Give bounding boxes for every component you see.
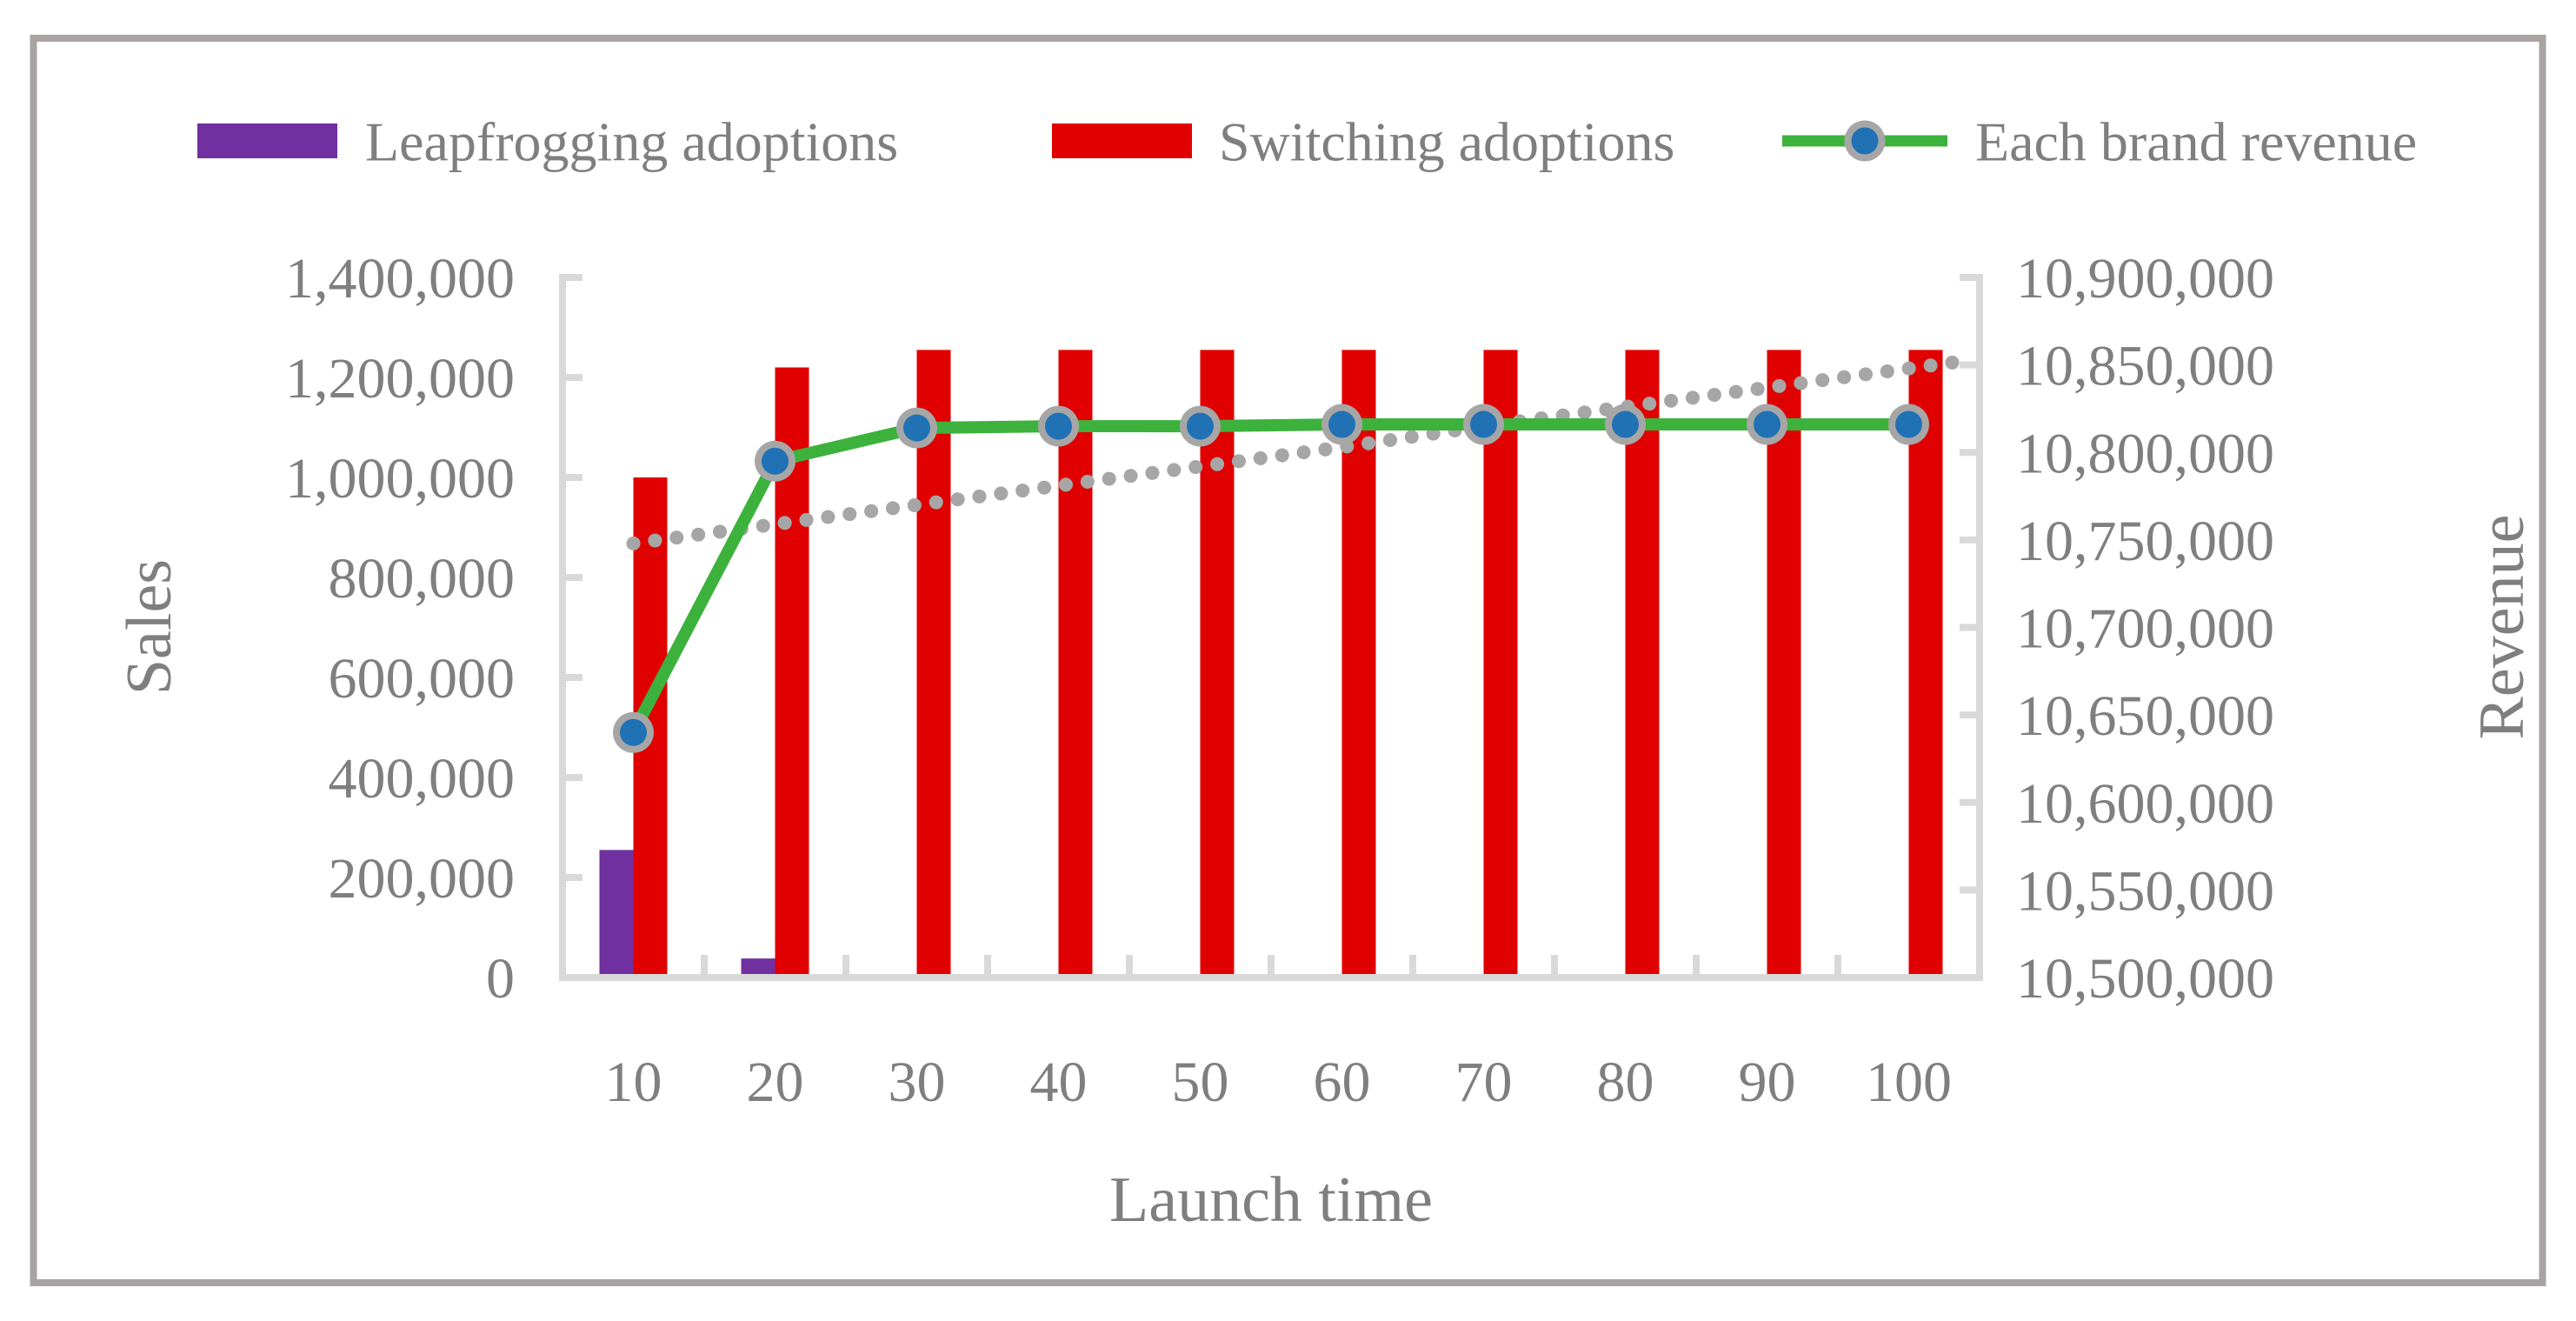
right-axis-tick-label: 10,900,000	[2016, 247, 2274, 310]
revenue-trendline	[626, 354, 1966, 550]
left-axis-tick-label: 800,000	[329, 547, 516, 610]
bar-switching-30	[916, 350, 951, 974]
bar-leapfrogging-20	[741, 958, 775, 974]
legend-swatch-revenue-line	[1782, 120, 1947, 162]
revenue-marker-dot-icon	[1754, 410, 1781, 438]
x-axis-tick-label: 30	[889, 1051, 946, 1114]
bar-switching-60	[1341, 350, 1376, 974]
left-axis-title: Sales	[114, 559, 185, 695]
plot-area: 0 200,000 400,000 600,000 800,000 1,000,000 1,…	[285, 247, 2274, 1114]
legend-swatch-switching	[1052, 123, 1192, 158]
revenue-marker-dot-icon	[762, 447, 789, 475]
left-axis-tick-label: 200,000	[329, 847, 516, 911]
legend-label-revenue: Each brand revenue	[1975, 110, 2417, 172]
x-axis-tick-label: 20	[747, 1051, 804, 1114]
right-axis-tick-label: 10,650,000	[2016, 684, 2274, 748]
bar-switching-90	[1767, 350, 1801, 974]
revenue-marker-dot-icon	[903, 414, 930, 442]
revenue-marker-dot-icon	[620, 718, 647, 746]
right-axis-title: Revenue	[2466, 515, 2538, 740]
left-axis-tick-label: 1,000,000	[285, 447, 515, 510]
x-axis-title: Launch time	[1109, 1164, 1433, 1236]
x-axis-tick-label: 60	[1314, 1051, 1371, 1114]
right-axis-tick-label: 10,600,000	[2016, 772, 2274, 836]
legend: Leapfrogging adoptions Switching adoptio…	[197, 110, 2417, 172]
legend-marker-dot-icon	[1851, 127, 1879, 155]
left-axis-tick-label: 400,000	[329, 747, 516, 811]
right-axis-tick-label: 10,850,000	[2016, 335, 2274, 398]
bar-switching-80	[1625, 350, 1660, 974]
revenue-marker-dot-icon	[1045, 412, 1072, 440]
right-axis-tick-label: 10,800,000	[2016, 422, 2274, 485]
revenue-marker-dot-icon	[1328, 410, 1355, 438]
x-axis-tick-label: 80	[1597, 1051, 1654, 1114]
x-axis-tick-label: 10	[605, 1051, 662, 1114]
bar-switching-50	[1200, 350, 1235, 974]
x-axis-tick-label: 100	[1866, 1051, 1952, 1114]
revenue-marker-dot-icon	[1612, 410, 1639, 438]
right-axis-tick-label: 10,550,000	[2016, 859, 2274, 923]
right-axis-tick-label: 10,750,000	[2016, 510, 2274, 573]
legend-swatch-leapfrogging	[197, 123, 337, 158]
figure-border	[30, 35, 2546, 1286]
revenue-line	[628, 418, 1909, 736]
left-axis-tick-label: 600,000	[329, 647, 516, 711]
left-axis-tick-label: 1,200,000	[285, 347, 515, 410]
revenue-marker-dot-icon	[1187, 412, 1214, 440]
left-axis-tick-label: 1,400,000	[285, 247, 515, 310]
x-axis-tick-label: 40	[1030, 1051, 1088, 1114]
left-axis-tick-label: 0	[486, 947, 515, 1011]
right-axis-tick-label: 10,500,000	[2016, 947, 2274, 1011]
x-axis-tick-label: 70	[1455, 1051, 1513, 1114]
bar-switching-70	[1483, 350, 1518, 974]
bar-leapfrogging-10	[599, 850, 634, 974]
bar-switching-100	[1908, 350, 1943, 974]
revenue-marker-dot-icon	[1895, 410, 1922, 438]
legend-label-leapfrogging: Leapfrogging adoptions	[365, 110, 898, 172]
revenue-marker-dot-icon	[1470, 410, 1497, 438]
x-axis-tick-label: 50	[1172, 1051, 1229, 1114]
bar-switching-40	[1058, 350, 1093, 974]
right-axis-tick-label: 10,700,000	[2016, 597, 2274, 661]
legend-label-switching: Switching adoptions	[1219, 110, 1674, 172]
x-axis-tick-label: 90	[1739, 1051, 1796, 1114]
